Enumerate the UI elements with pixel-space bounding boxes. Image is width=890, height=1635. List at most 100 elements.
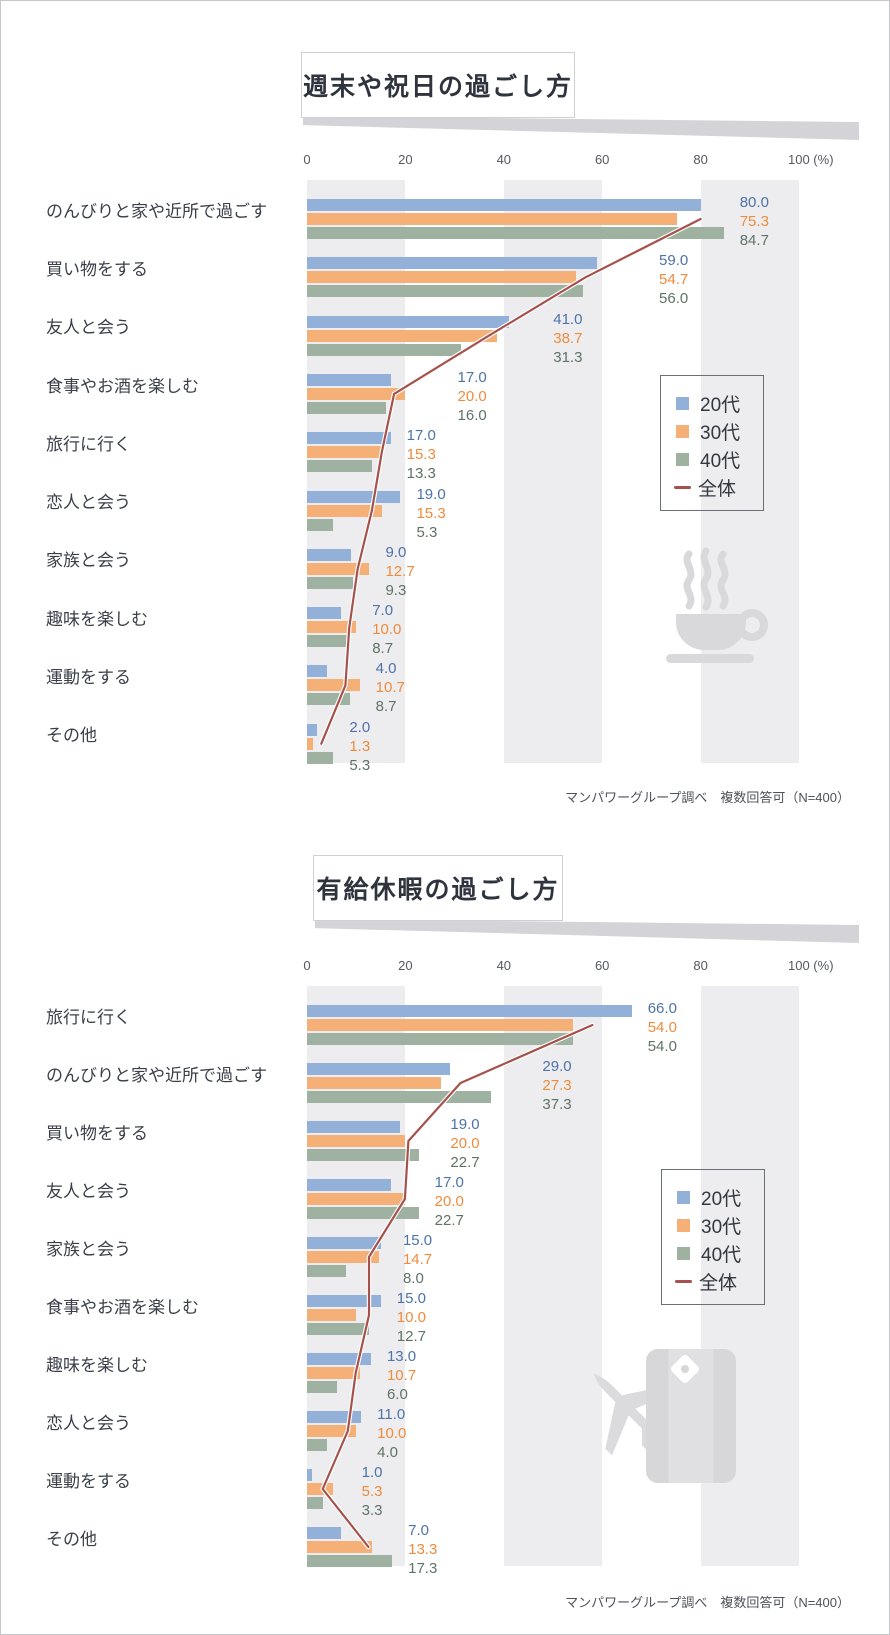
bar-20代 xyxy=(307,1353,371,1365)
value-label-20代: 11.0 xyxy=(377,1406,406,1423)
legend-swatch-20s-icon xyxy=(676,396,689,410)
overall-line xyxy=(320,1022,595,1550)
suitcase-icon xyxy=(646,1349,736,1483)
chart1-title: 週末や祝日の過ごし方 xyxy=(302,73,573,101)
value-label-30代: 10.7 xyxy=(386,1367,417,1384)
bar-30代 xyxy=(307,1541,373,1553)
bar-20代 xyxy=(307,373,391,386)
value-label-40代: 16.0 xyxy=(457,406,487,424)
value-label-group: 41.0 38.7 31.3 xyxy=(553,310,582,367)
value-label-40代: 37.3 xyxy=(542,1096,572,1113)
legend-item-40s: 40代 xyxy=(676,445,763,473)
grid-band xyxy=(700,180,799,763)
value-label-group: 2.0 1.3 5.3 xyxy=(349,718,370,775)
chart2-source-note: マンパワーグループ調べ 複数回答可（N=400） xyxy=(565,1595,850,1610)
category-label: 運動をする xyxy=(46,668,131,688)
value-label-20代: 1.0 xyxy=(361,1464,383,1481)
value-label-30代: 15.3 xyxy=(406,446,436,464)
value-label-40代: 13.3 xyxy=(406,465,436,483)
bar-20代 xyxy=(307,315,509,328)
bar-40代 xyxy=(307,1439,327,1451)
bar-20代 xyxy=(307,1121,401,1133)
legend-item-30s: 30代 xyxy=(677,1211,764,1239)
bar-20代 xyxy=(307,257,598,270)
bar-30代 xyxy=(307,1019,573,1031)
value-label-30代: 20.0 xyxy=(434,1193,464,1210)
legend-item-overall: 全体 xyxy=(674,473,763,501)
value-label-30代: 1.3 xyxy=(349,737,371,755)
value-label-30代: 20.0 xyxy=(457,387,487,405)
legend-label-30s: 30代 xyxy=(700,422,741,444)
bar-30代 xyxy=(307,1251,380,1263)
value-label-40代: 8.7 xyxy=(372,640,394,658)
chart2-title-ribbon-shadow xyxy=(315,919,859,943)
value-label-20代: 59.0 xyxy=(659,252,689,270)
value-label-group: 7.0 13.3 17.3 xyxy=(408,1521,437,1578)
chart1-title-box: 週末や祝日の過ごし方 xyxy=(301,52,575,118)
value-label-30代: 38.7 xyxy=(553,329,583,347)
legend-item-20s: 20代 xyxy=(676,389,763,417)
coffee-icon xyxy=(666,547,768,663)
category-label: 食事やお酒を楽しむ xyxy=(46,376,199,396)
bar-20代 xyxy=(307,548,352,561)
category-label: その他 xyxy=(46,726,97,746)
axis-tick-label: 60 xyxy=(594,152,610,167)
value-label-40代: 56.0 xyxy=(659,290,689,308)
bar-20代 xyxy=(307,1469,312,1481)
value-label-group: 17.0 20.0 16.0 xyxy=(458,368,487,425)
axis-tick-label: 40 xyxy=(496,958,512,973)
legend-item-30s: 30代 xyxy=(676,417,763,445)
value-label-20代: 2.0 xyxy=(349,718,371,736)
bar-30代 xyxy=(307,1425,357,1437)
value-label-40代: 3.3 xyxy=(361,1502,383,1519)
category-label: 家族と会う xyxy=(46,551,131,571)
bar-40代 xyxy=(307,1149,419,1161)
value-label-40代: 84.7 xyxy=(739,232,769,249)
legend-label-40s: 40代 xyxy=(700,450,741,472)
value-label-group: 29.0 27.3 37.3 xyxy=(542,1057,571,1114)
legend-label-20s: 20代 xyxy=(700,394,741,416)
axis-tick-label: 0 xyxy=(303,958,311,973)
category-label: のんびりと家や近所で過ごす xyxy=(46,201,268,221)
value-label-40代: 6.0 xyxy=(386,1386,408,1403)
category-label: 旅行に行く xyxy=(46,1007,131,1027)
bar-20代 xyxy=(307,1063,450,1075)
category-label: 運動をする xyxy=(46,1471,131,1491)
bar-20代 xyxy=(307,607,342,620)
value-label-40代: 54.0 xyxy=(647,1038,677,1055)
bar-20代 xyxy=(307,1005,632,1017)
bar-30代 xyxy=(307,504,383,517)
legend-item-20s: 20代 xyxy=(677,1183,764,1211)
legend-item-overall: 全体 xyxy=(675,1267,764,1295)
value-label-group: 7.0 10.0 8.7 xyxy=(372,601,401,658)
value-label-30代: 27.3 xyxy=(542,1077,572,1094)
value-label-30代: 15.3 xyxy=(416,504,446,522)
value-label-30代: 54.7 xyxy=(659,271,689,289)
bar-40代 xyxy=(307,285,583,298)
bar-20代 xyxy=(307,723,317,736)
bar-40代 xyxy=(307,576,353,589)
value-label-group: 1.0 5.3 3.3 xyxy=(362,1463,383,1520)
chart2-title: 有給休暇の過ごし方 xyxy=(316,876,560,904)
value-label-20代: 17.0 xyxy=(434,1174,464,1191)
category-label: のんびりと家や近所で過ごす xyxy=(46,1065,268,1085)
axis-tick-label: 100 (%) xyxy=(788,958,834,973)
chart1-title-ribbon-shadow xyxy=(303,116,859,140)
bar-30代 xyxy=(307,621,357,634)
chart1-plot-area: 80.0 75.3 84.7 59.0 54.7 56.0 41.0 38.7 31.3 17.0… xyxy=(307,180,799,774)
bar-40代 xyxy=(307,1265,347,1277)
legend-line-overall-icon xyxy=(674,485,691,489)
value-label-group: 66.0 54.0 54.0 xyxy=(648,999,677,1056)
value-label-30代: 12.7 xyxy=(385,562,415,580)
axis-tick-label: 100 (%) xyxy=(788,152,834,167)
category-label: 恋人と会う xyxy=(46,1413,131,1433)
value-label-30代: 10.0 xyxy=(372,621,402,639)
value-label-group: 19.0 15.3 5.3 xyxy=(416,485,445,542)
axis-tick-label: 20 xyxy=(398,958,413,973)
value-label-group: 17.0 15.3 13.3 xyxy=(407,426,436,483)
axis-tick-label: 60 xyxy=(594,958,610,973)
value-label-group: 17.0 20.0 22.7 xyxy=(435,1173,464,1230)
bar-30代 xyxy=(307,1077,442,1089)
value-label-30代: 10.0 xyxy=(396,1309,426,1326)
